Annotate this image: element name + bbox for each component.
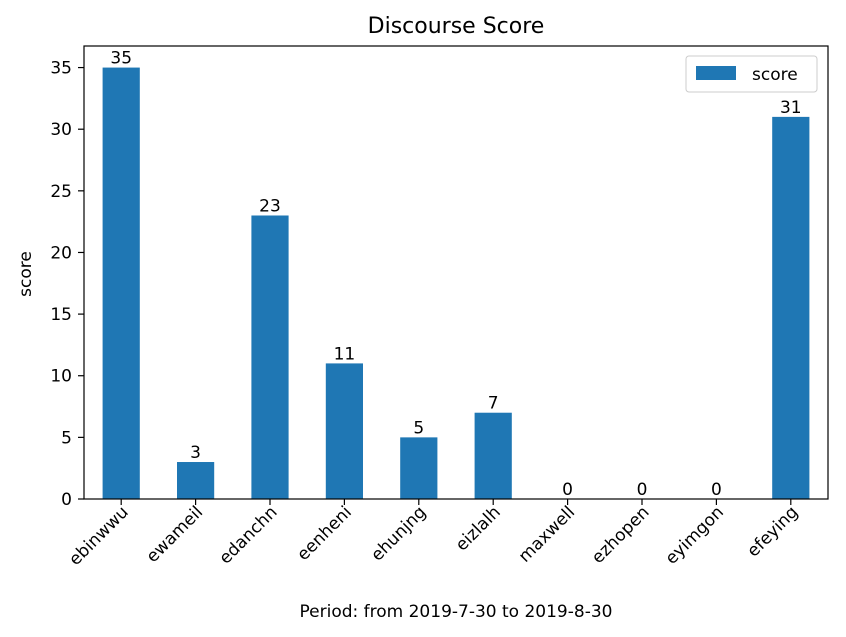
chart-title: Discourse Score (368, 14, 545, 39)
y-axis: 0 5 10 15 20 25 30 35 (50, 59, 84, 510)
bar (177, 462, 215, 499)
x-axis-label: Period: from 2019-7-30 to 2019-8-30 (300, 602, 613, 622)
y-tick-label: 15 (50, 305, 72, 325)
y-tick-label: 25 (50, 182, 72, 202)
plot-frame (83, 45, 829, 500)
bar (772, 116, 810, 499)
data-label: 0 (637, 480, 648, 500)
bar (251, 215, 289, 499)
data-label: 0 (711, 480, 722, 500)
legend: score (685, 55, 818, 93)
legend-box (685, 55, 818, 93)
legend-swatch (696, 66, 736, 80)
bar (474, 412, 512, 499)
y-tick-label: 10 (50, 367, 72, 387)
y-tick-label: 30 (50, 120, 72, 140)
data-label: 11 (334, 344, 356, 364)
bar (102, 67, 140, 500)
y-tick-label: 20 (50, 243, 72, 263)
plot-area: 35 3 23 11 5 7 0 0 0 31 (102, 49, 810, 500)
y-axis-label: score (16, 251, 36, 297)
y-tick-label: 0 (61, 490, 72, 510)
data-label: 35 (110, 49, 132, 69)
data-label: 3 (190, 443, 201, 463)
data-label: 31 (780, 98, 802, 118)
data-label: 7 (488, 394, 499, 414)
y-tick-label: 35 (50, 59, 72, 79)
data-label: 5 (413, 418, 424, 438)
legend-label: score (752, 65, 798, 85)
bar (400, 437, 438, 499)
y-tick-label: 5 (61, 428, 72, 448)
data-label: 0 (562, 480, 573, 500)
bar (325, 363, 363, 499)
data-label: 23 (259, 196, 281, 216)
